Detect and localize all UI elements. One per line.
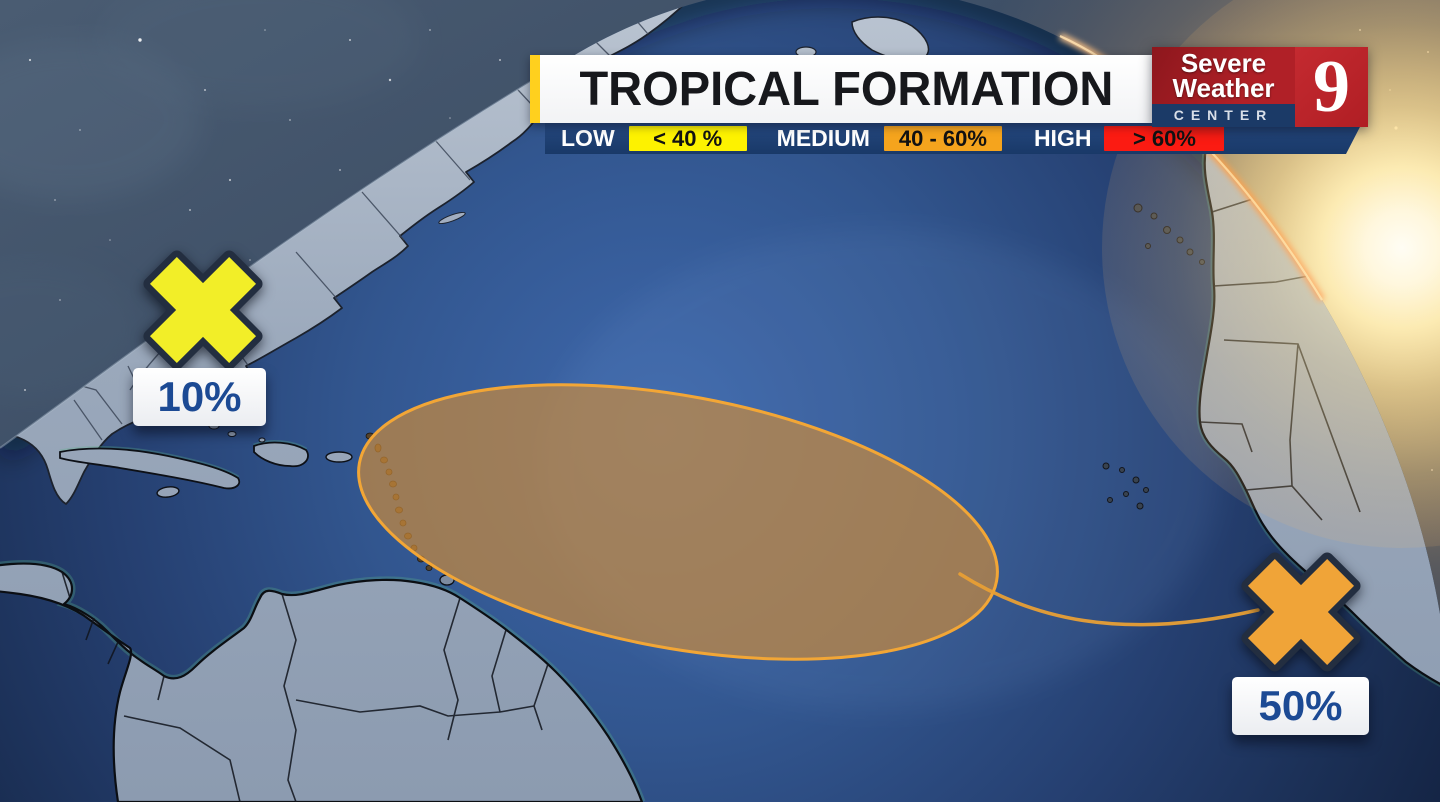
medium-risk-x-icon <box>1241 552 1361 672</box>
legend-high-label: HIGH <box>1033 125 1092 151</box>
legend-low-range-chip: < 40 % <box>629 126 747 151</box>
legend-high-range-chip: > 60% <box>1104 126 1224 151</box>
page-title: TROPICAL FORMATION <box>579 62 1113 116</box>
logo-center-strip: CENTER <box>1152 104 1295 127</box>
logo-station-number: 9 <box>1295 46 1368 128</box>
country-borders <box>61 571 549 802</box>
title-banner: TROPICAL FORMATION <box>530 55 1152 123</box>
medium-probability-label: 50% <box>1232 677 1369 735</box>
cape-verde-islands <box>1102 462 1149 510</box>
formation-track-line <box>958 572 1260 627</box>
low-probability-value: 10% <box>157 373 242 420</box>
risk-legend-bar: LOW < 40 % MEDIUM 40 - 60% HIGH > 60% <box>545 123 1362 154</box>
legend-medium-range-chip: 40 - 60% <box>884 126 1002 151</box>
low-probability-label: 10% <box>133 368 266 426</box>
logo-brand-box: Severe Weather <box>1152 47 1295 104</box>
formation-potential-area <box>357 383 999 661</box>
low-risk-x-icon <box>143 250 263 370</box>
continent-south-america <box>0 560 646 802</box>
legend-medium-label: MEDIUM <box>776 125 870 151</box>
logo-brand-line2: Weather <box>1172 72 1275 103</box>
logo-brand-line1: Severe <box>1180 47 1267 78</box>
medium-probability-value: 50% <box>1258 682 1343 729</box>
severe-weather-center-9-logo: Severe Weather CENTER 9 <box>1152 46 1368 153</box>
legend-low-label: LOW <box>561 125 615 151</box>
